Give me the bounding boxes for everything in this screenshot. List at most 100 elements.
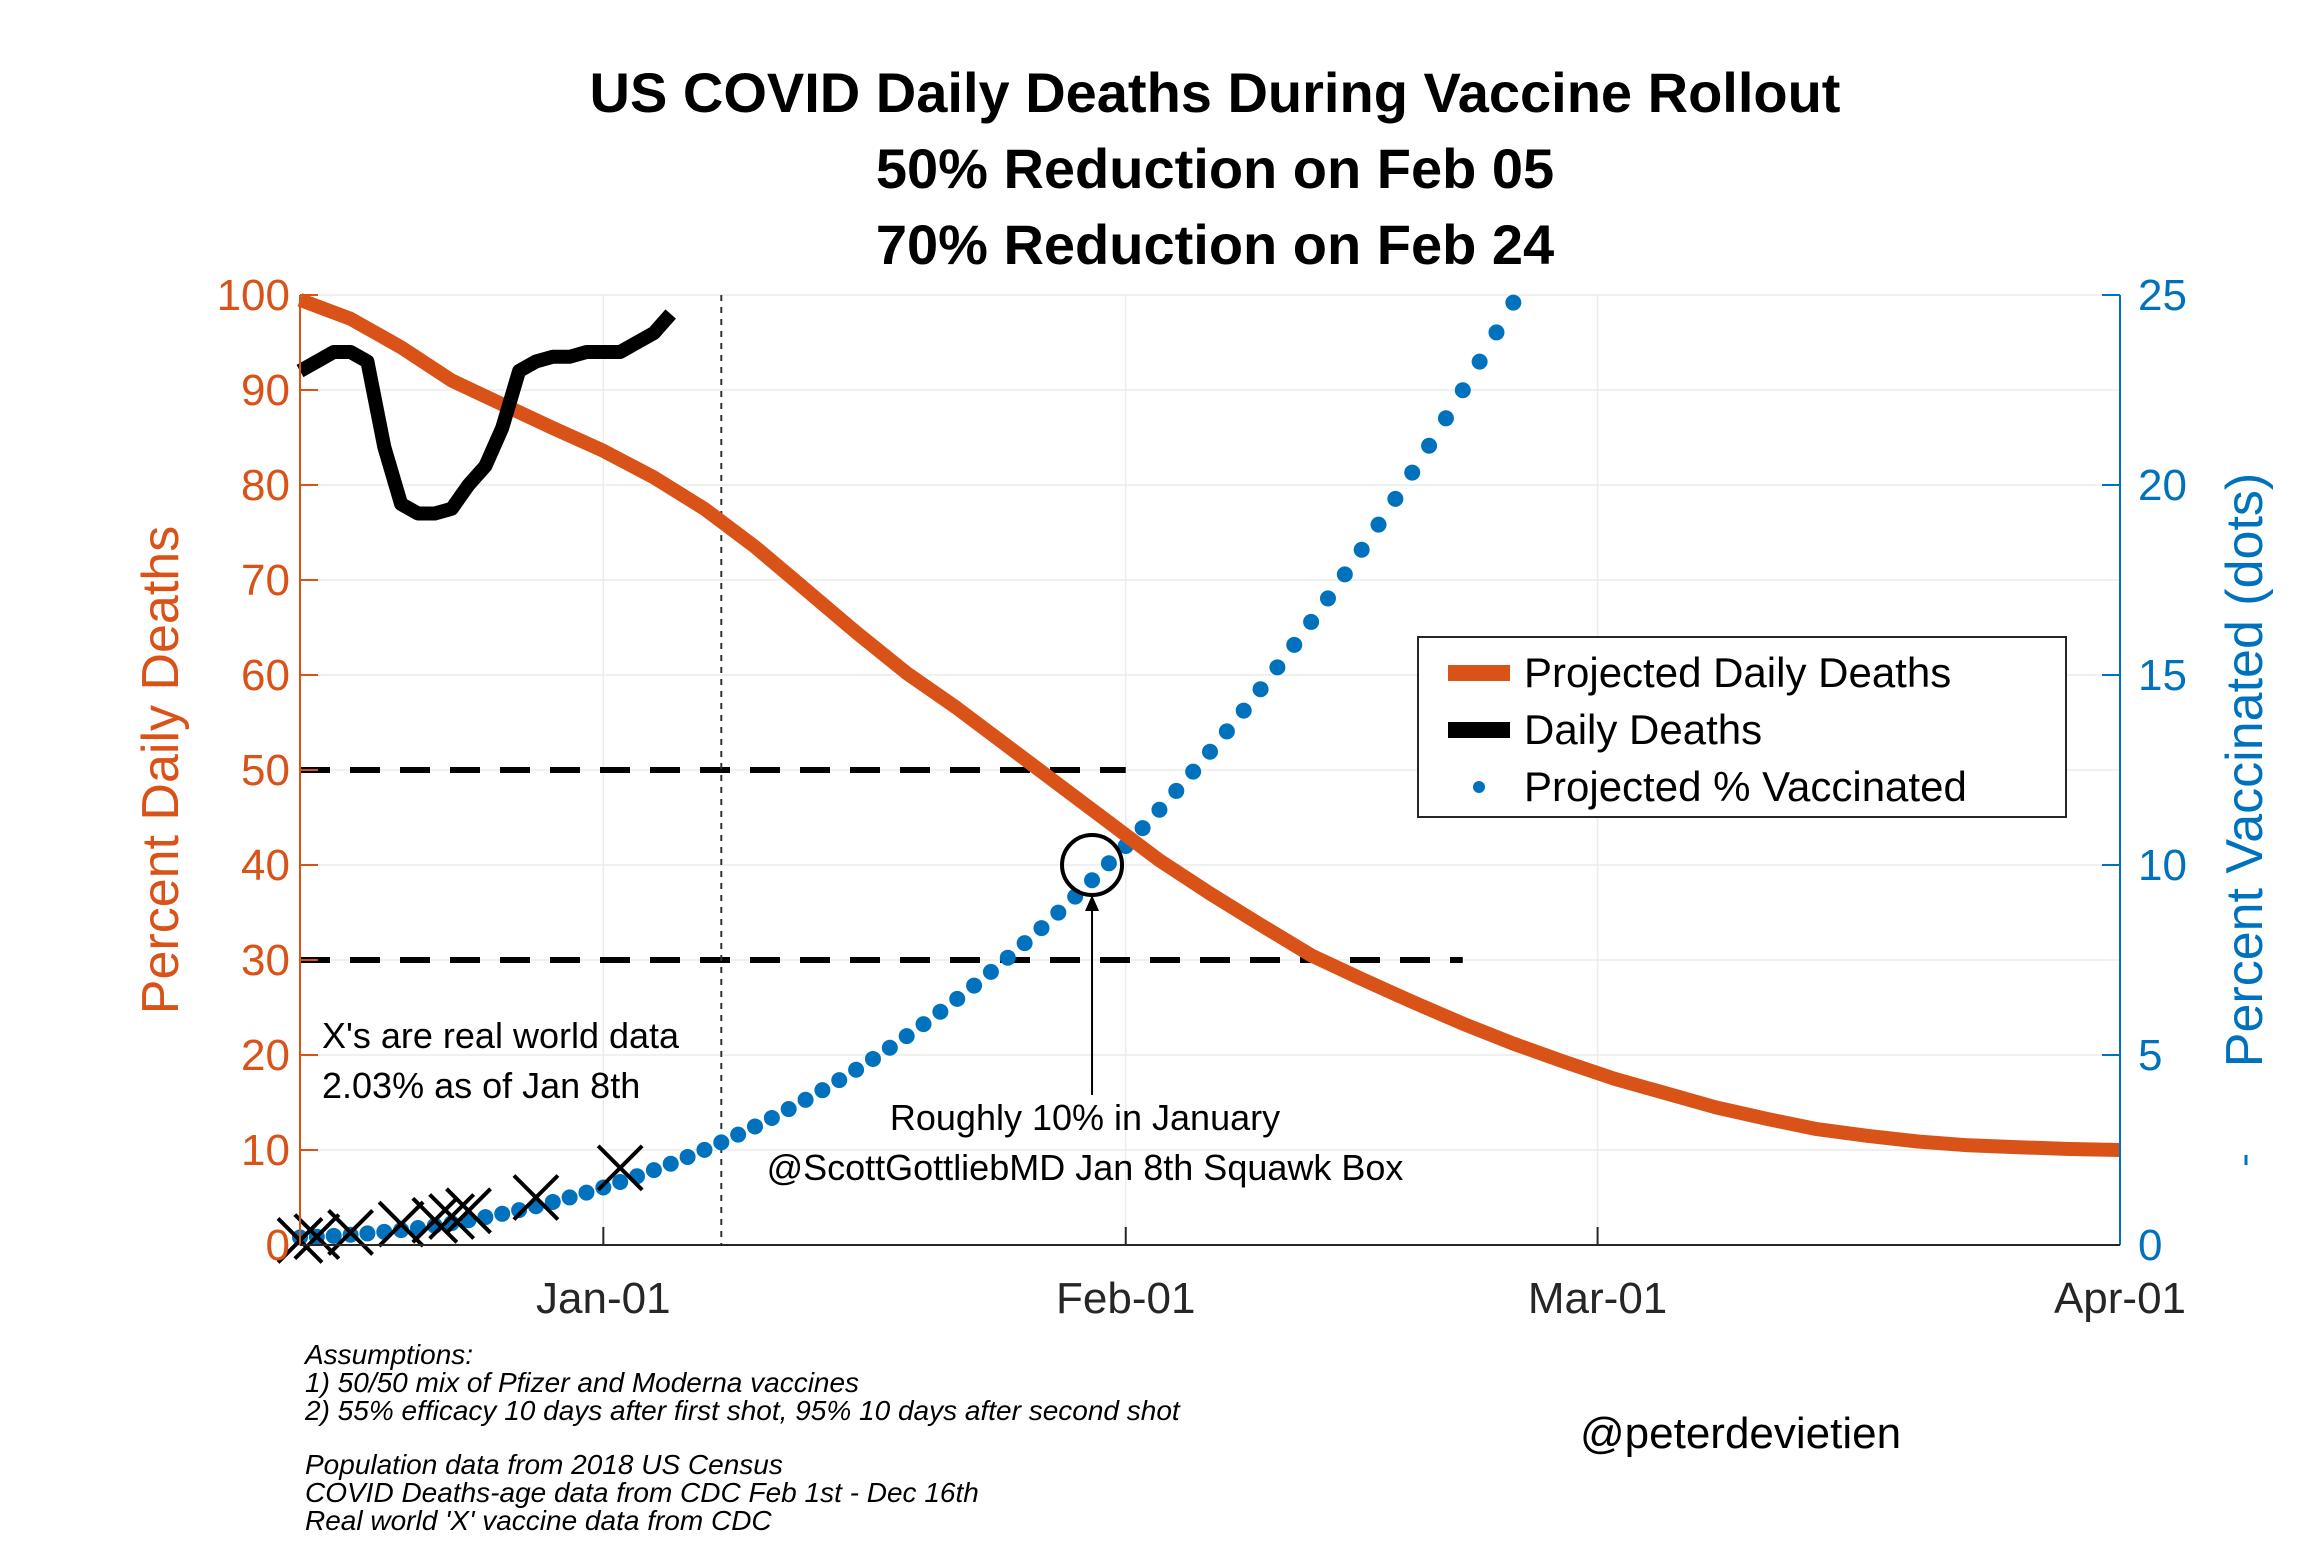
vaccinated-dot	[1471, 353, 1488, 370]
axis-ticks: 0 10 20 30 40 50 60 70 80 90 100 0 5 10 15 20 25 Jan-01 Fe…	[217, 271, 2187, 1323]
tick-label-left: 70	[241, 556, 290, 605]
vaccinated-dot	[831, 1072, 848, 1089]
x-marker-stroke	[512, 1174, 560, 1221]
legend-swatch-vaccinated	[1473, 781, 1485, 793]
projected-deaths-line	[297, 293, 2121, 1157]
vaccinated-dot	[494, 1205, 511, 1222]
y-axis-label-right: Percent Vaccinated (dots)	[2216, 473, 2274, 1067]
vaccinated-dot	[747, 1118, 763, 1135]
vaccinated-dot	[1134, 820, 1151, 837]
vaccinated-dot	[1336, 566, 1353, 583]
vaccinated-dot	[544, 1193, 561, 1210]
footnote-source-1: Population data from 2018 US Census	[305, 1449, 783, 1480]
author-handle: @peterdevietien	[1580, 1409, 1901, 1458]
reference-lines	[300, 295, 1463, 1245]
vaccinated-dot	[696, 1141, 713, 1158]
x-marker	[428, 1193, 476, 1240]
vaccinated-dot	[898, 1028, 915, 1045]
tick-label-right: 0	[2138, 1221, 2162, 1270]
annotation-arrowhead	[1085, 895, 1100, 911]
vaccinated-dot	[645, 1162, 662, 1179]
vaccinated-dot	[1319, 590, 1336, 607]
vaccinated-dot	[561, 1189, 578, 1206]
annotation-gottlieb-line-2: @ScottGottliebMD Jan 8th Squawk Box	[767, 1147, 1404, 1188]
vaccinated-dot	[359, 1225, 376, 1242]
tick-label-x: Feb-01	[1056, 1274, 1195, 1323]
tick-label-left: 20	[241, 1031, 290, 1080]
daily-deaths-line	[296, 309, 676, 521]
annotation-real-world-line-2: 2.03% as of Jan 8th	[322, 1065, 640, 1106]
vaccinated-dot	[1252, 681, 1269, 698]
vaccinated-dot	[1016, 935, 1033, 952]
legend-label-daily-deaths: Daily Deaths	[1524, 706, 1762, 753]
vaccinated-dot	[662, 1155, 679, 1172]
x-marker-stroke	[377, 1200, 425, 1248]
x-marker-stroke	[428, 1193, 476, 1240]
x-marker	[327, 1209, 374, 1256]
vaccinated-dot	[511, 1202, 528, 1219]
vaccinated-dot	[713, 1134, 730, 1151]
death-lines	[296, 293, 2121, 1157]
tick-label-right: 5	[2138, 1031, 2162, 1080]
vaccinated-dot	[999, 949, 1016, 966]
vaccinated-dot	[730, 1126, 747, 1143]
vaccinated-dot	[1404, 464, 1421, 481]
vaccinated-dot	[915, 1016, 932, 1033]
vaccinated-dot	[797, 1091, 814, 1108]
tick-label-left: 100	[217, 271, 290, 320]
y-axis-label-left: Percent Daily Deaths	[132, 526, 190, 1014]
tick-label-left: 80	[241, 461, 290, 510]
vaccinated-dot	[1454, 382, 1471, 399]
vaccinated-dot	[1235, 702, 1252, 719]
footnote-assumptions-title: Assumptions:	[303, 1339, 473, 1370]
vaccinated-dot	[1100, 855, 1117, 872]
x-marker-stroke	[445, 1187, 492, 1235]
vaccinated-dot	[932, 1003, 949, 1020]
x-marker	[596, 1144, 644, 1192]
vaccinated-dot	[966, 977, 983, 994]
legend-label-vaccinated: Projected % Vaccinated	[1524, 763, 1967, 810]
legend-box	[1417, 636, 2067, 818]
tick-label-right: 20	[2138, 461, 2187, 510]
tick-label-left: 30	[241, 936, 290, 985]
vaccinated-dot	[1033, 920, 1050, 937]
vaccinated-dot	[881, 1039, 898, 1056]
vaccinated-dot	[1421, 437, 1438, 454]
vaccinated-dot	[1185, 763, 1202, 780]
chart-title-line-3: 70% Reduction on Feb 24	[876, 213, 1554, 276]
vaccinated-dot	[1353, 541, 1370, 558]
real-world-x-markers	[276, 1144, 644, 1264]
vaccinated-dot	[814, 1082, 831, 1099]
vaccinated-dot	[1168, 782, 1185, 799]
vaccinated-dot	[1505, 294, 1522, 311]
x-marker-stroke	[293, 1213, 341, 1261]
vaccinated-dots	[292, 294, 1522, 1246]
tick-label-x: Apr-01	[2054, 1274, 2186, 1323]
tick-label-x: Jan-01	[536, 1274, 671, 1323]
vaccinated-dot	[1151, 801, 1168, 818]
vaccinated-dot	[1218, 723, 1235, 740]
x-marker	[411, 1196, 459, 1244]
legend-label-projected-deaths: Projected Daily Deaths	[1524, 649, 1951, 696]
vaccinated-dot	[1084, 872, 1101, 889]
vaccinated-dot	[1050, 904, 1067, 921]
x-marker-stroke	[596, 1144, 644, 1192]
vaccinated-dot	[1488, 324, 1505, 341]
chart-title-line-1: US COVID Daily Deaths During Vaccine Rol…	[590, 61, 1841, 124]
vaccinated-dot	[325, 1227, 342, 1244]
tick-label-x: Mar-01	[1528, 1274, 1667, 1323]
x-marker-stroke	[411, 1196, 459, 1244]
vaccinated-dot	[1370, 516, 1387, 533]
tick-label-right: 15	[2138, 651, 2187, 700]
vaccinated-dot	[1303, 613, 1320, 630]
vaccinated-dot	[1202, 743, 1218, 760]
vaccinated-dot	[848, 1061, 865, 1078]
vaccinated-dot	[949, 990, 966, 1007]
legend: Projected Daily Deaths Daily Deaths Proj…	[1417, 636, 2067, 818]
vaccinated-dot	[578, 1184, 595, 1201]
annotation-gottlieb-line-1: Roughly 10% in January	[890, 1097, 1280, 1138]
footnote-assumption-1: 1) 50/50 mix of Pfizer and Moderna vacci…	[305, 1367, 859, 1398]
vaccinated-dot	[1437, 410, 1454, 427]
tick-label-right: 25	[2138, 271, 2187, 320]
